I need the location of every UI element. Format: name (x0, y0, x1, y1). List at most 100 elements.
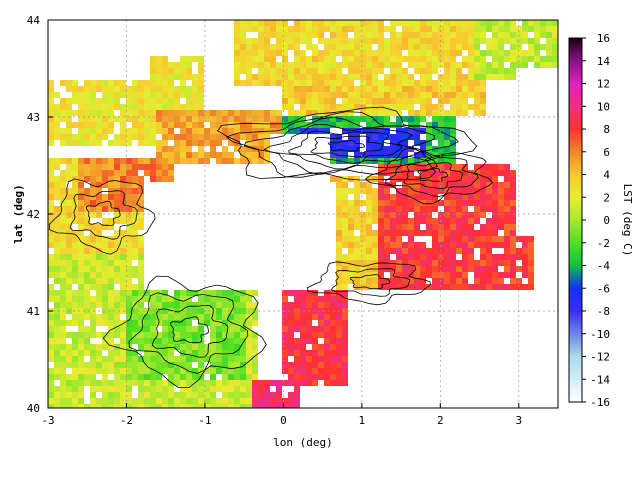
heatmap-cell-1026 (252, 128, 258, 134)
heatmap-cell-894 (198, 116, 204, 122)
heatmap-cell-722 (324, 98, 330, 104)
heatmap-cell-2530 (180, 332, 186, 338)
heatmap-cell-1005 (120, 128, 126, 134)
heatmap-cell-1517 (336, 194, 342, 200)
heatmap-cell-226 (396, 44, 402, 50)
heatmap-cell-750 (78, 104, 84, 110)
heatmap-cell-852 (366, 110, 372, 116)
heatmap-cell-2823 (132, 374, 138, 380)
heatmap-cell-1110 (48, 140, 54, 146)
heatmap-cell-1839 (522, 236, 528, 242)
heatmap-cell-307 (240, 56, 246, 62)
heatmap-cell-1714 (504, 218, 510, 224)
heatmap-cell-1712 (492, 218, 498, 224)
heatmap-cell-583 (96, 86, 102, 92)
heatmap-cell-902 (246, 116, 252, 122)
heatmap-cell-2980 (102, 398, 108, 404)
heatmap-cell-693 (60, 98, 66, 104)
heatmap-cell-1908 (372, 248, 378, 254)
heatmap-cell-345 (498, 56, 504, 62)
heatmap-cell-2610 (162, 344, 168, 350)
heatmap-cell-1540 (492, 194, 498, 200)
heatmap-cell-37 (468, 20, 474, 26)
heatmap-cell-2051 (396, 266, 402, 272)
heatmap-cell-1941 (102, 254, 108, 260)
heatmap-cell-1887 (528, 242, 534, 248)
heatmap-cell-494 (372, 74, 378, 80)
heatmap-cell-1833 (486, 236, 492, 242)
heatmap-cell-76 (384, 26, 390, 32)
heatmap-cell-2767 (54, 368, 60, 374)
heatmap-cell-1601 (120, 206, 126, 212)
heatmap-cell-1680 (102, 218, 108, 224)
heatmap-cell-2426 (48, 320, 54, 326)
heatmap-cell-2780 (138, 368, 144, 374)
heatmap-cell-1934 (60, 254, 66, 260)
heatmap-cell-2174 (138, 284, 144, 290)
heatmap-cell-2574 (210, 338, 216, 344)
heatmap-cell-115 (312, 32, 318, 38)
heatmap-cell-1837 (510, 236, 516, 242)
heatmap-cell-1192 (156, 152, 162, 158)
heatmap-cell-232 (432, 44, 438, 50)
heatmap-cell-672 (366, 92, 372, 98)
heatmap-cell-1515 (132, 194, 138, 200)
heatmap-cell-2972 (48, 398, 54, 404)
heatmap-cell-2909 (114, 386, 120, 392)
heatmap-cell-2991 (168, 398, 174, 404)
heatmap-cell-2203 (510, 284, 516, 290)
heatmap-cell-164 (324, 38, 330, 44)
heatmap-cell-2082 (102, 272, 108, 278)
heatmap-cell-1894 (90, 248, 96, 254)
heatmap-cell-646 (132, 92, 138, 98)
heatmap-cell-881 (120, 116, 126, 122)
heatmap-cell-2243 (300, 290, 306, 296)
heatmap-cell-2937 (60, 392, 66, 398)
heatmap-cell-2687 (102, 356, 108, 362)
heatmap-cell-2918 (180, 386, 186, 392)
heatmap-cell-2734 (120, 362, 126, 368)
heatmap-cell-1512 (114, 194, 120, 200)
heatmap-cell-2577 (228, 338, 234, 344)
heatmap-cell-532 (168, 80, 174, 86)
heatmap-cell-1120 (120, 140, 126, 146)
heatmap-cell-186 (456, 38, 462, 44)
heatmap-cell-1660 (426, 212, 432, 218)
heatmap-cell-1666 (468, 212, 474, 218)
heatmap-cell-379 (330, 62, 336, 68)
heatmap-cell-2386 (78, 314, 84, 320)
heatmap-cell-1204 (228, 152, 234, 158)
heatmap-cell-1477 (366, 188, 372, 194)
heatmap-cell-338 (444, 56, 450, 62)
heatmap-cell-1882 (492, 242, 498, 248)
heatmap-cell-53 (246, 26, 252, 32)
heatmap-cell-358 (168, 62, 174, 68)
heatmap-cell-2175 (336, 284, 342, 290)
heatmap-cell-2277 (216, 296, 222, 302)
heatmap-cell-84 (438, 26, 444, 32)
heatmap-cell-1496 (486, 188, 492, 194)
heatmap-cell-7 (276, 20, 282, 26)
heatmap-cell-1671 (504, 212, 510, 218)
heatmap-cell-708 (156, 98, 162, 104)
heatmap-cell-2725 (66, 362, 72, 368)
heatmap-cell-2580 (246, 338, 252, 344)
heatmap-cell-82 (426, 26, 432, 32)
heatmap-cell-508 (474, 74, 480, 80)
heatmap-cell-1317 (444, 164, 450, 170)
heatmap-cell-451 (432, 68, 438, 74)
heatmap-cell-751 (84, 104, 90, 110)
heatmap-cell-2075 (60, 272, 66, 278)
heatmap-cell-2333 (324, 302, 330, 308)
heatmap-cell-1356 (444, 170, 450, 176)
heatmap-cell-92 (486, 26, 492, 32)
heatmap-cell-1583 (480, 200, 486, 206)
heatmap-cell-737 (420, 98, 426, 104)
heatmap-cell-397 (444, 62, 450, 68)
heatmap-cell-2805 (312, 368, 318, 374)
heatmap-cell-680 (414, 92, 420, 98)
heatmap-cell-1345 (168, 170, 174, 176)
heatmap-cell-2878 (216, 380, 222, 386)
heatmap-cell-2263 (126, 296, 132, 302)
heatmap-cell-3013 (48, 404, 54, 408)
